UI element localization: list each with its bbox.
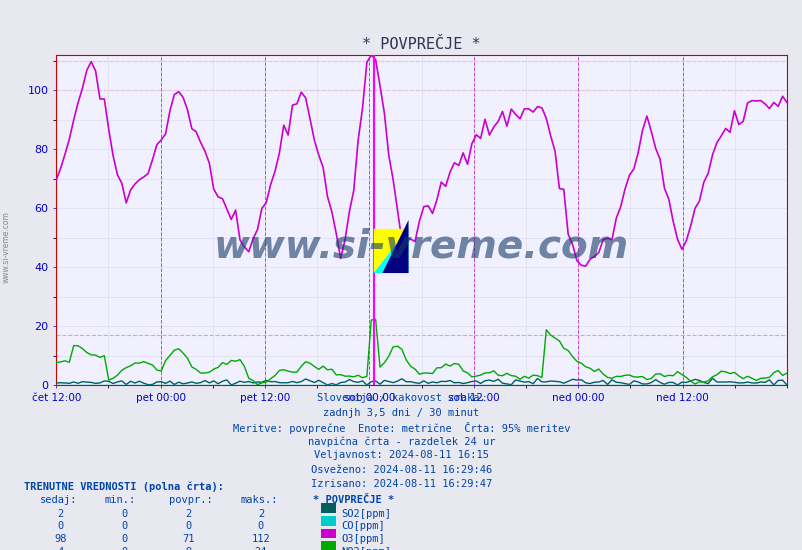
Text: Osveženo: 2024-08-11 16:29:46: Osveženo: 2024-08-11 16:29:46 [310, 465, 492, 475]
Text: 9: 9 [185, 547, 192, 550]
Text: NO2[ppm]: NO2[ppm] [341, 547, 391, 550]
Text: 0: 0 [121, 521, 128, 531]
Polygon shape [382, 220, 408, 273]
Text: www.si-vreme.com: www.si-vreme.com [2, 212, 11, 283]
Text: zadnjh 3,5 dni / 30 minut: zadnjh 3,5 dni / 30 minut [323, 408, 479, 417]
Text: 2: 2 [185, 509, 192, 519]
Text: 0: 0 [121, 509, 128, 519]
Text: Meritve: povprečne  Enote: metrične  Črta: 95% meritev: Meritve: povprečne Enote: metrične Črta:… [233, 422, 569, 434]
Text: 0: 0 [57, 521, 63, 531]
Polygon shape [373, 229, 408, 273]
Text: maks.:: maks.: [241, 495, 278, 505]
Text: navpična črta - razdelek 24 ur: navpična črta - razdelek 24 ur [307, 436, 495, 447]
Text: TRENUTNE VREDNOSTI (polna črta):: TRENUTNE VREDNOSTI (polna črta): [24, 481, 224, 492]
Text: 0: 0 [121, 534, 128, 544]
Text: * POVPREČJE *: * POVPREČJE * [313, 495, 394, 505]
Text: 2: 2 [57, 509, 63, 519]
Text: CO[ppm]: CO[ppm] [341, 521, 384, 531]
Text: Veljavnost: 2024-08-11 16:15: Veljavnost: 2024-08-11 16:15 [314, 450, 488, 460]
Text: 0: 0 [257, 521, 264, 531]
Text: 24: 24 [254, 547, 267, 550]
Text: Izrisano: 2024-08-11 16:29:47: Izrisano: 2024-08-11 16:29:47 [310, 479, 492, 489]
Text: 4: 4 [57, 547, 63, 550]
Text: 2: 2 [257, 509, 264, 519]
Text: 71: 71 [182, 534, 195, 544]
Polygon shape [373, 229, 408, 273]
Text: povpr.:: povpr.: [168, 495, 212, 505]
Title: * POVPREČJE *: * POVPREČJE * [362, 37, 480, 52]
Text: O3[ppm]: O3[ppm] [341, 534, 384, 544]
Text: Slovenija / kakovost zraka.: Slovenija / kakovost zraka. [317, 393, 485, 403]
Text: sedaj:: sedaj: [40, 495, 78, 505]
Text: www.si-vreme.com: www.si-vreme.com [213, 227, 629, 266]
Text: 98: 98 [54, 534, 67, 544]
Text: SO2[ppm]: SO2[ppm] [341, 509, 391, 519]
Text: min.:: min.: [104, 495, 136, 505]
Text: 0: 0 [185, 521, 192, 531]
Text: 112: 112 [251, 534, 270, 544]
Text: 0: 0 [121, 547, 128, 550]
